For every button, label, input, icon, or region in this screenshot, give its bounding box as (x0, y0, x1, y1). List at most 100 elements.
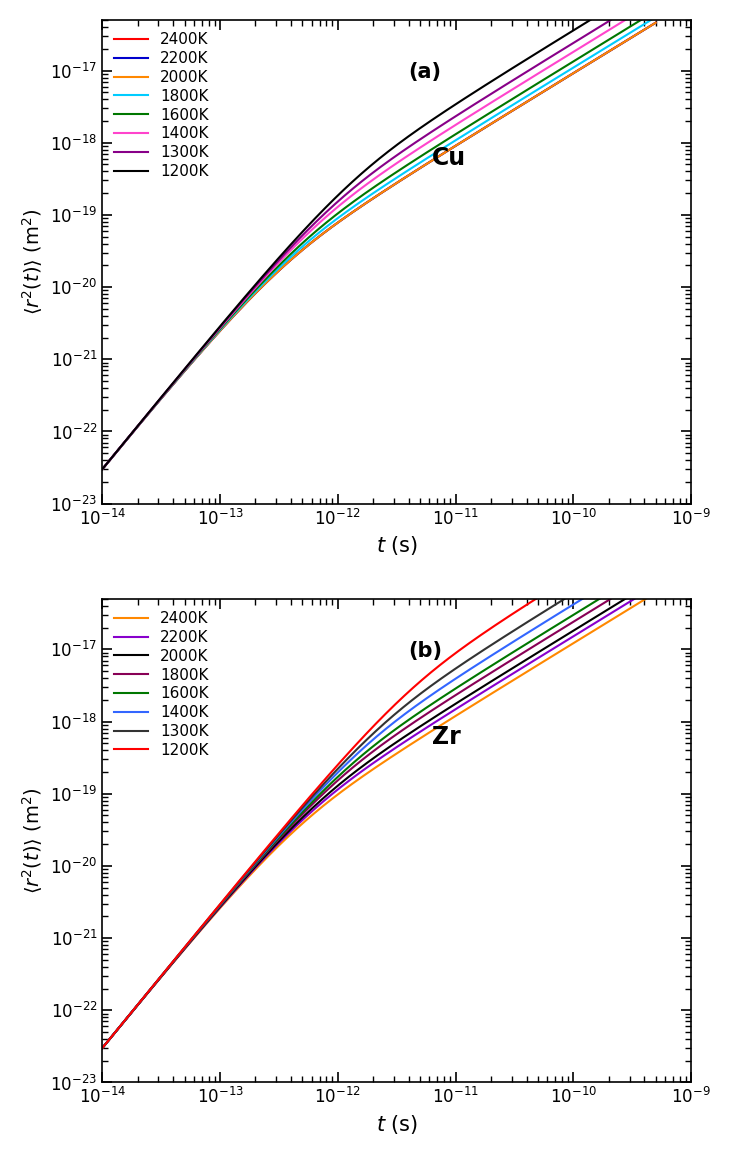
1600K (450, 128, 459, 142)
Line: 1200K: 1200K (102, 0, 656, 469)
1400K (98, 1042, 107, 1055)
1300K (518, 68, 526, 82)
2000K (450, 140, 459, 154)
2200K (98, 462, 107, 476)
1800K (420, 154, 428, 168)
1800K (575, 58, 583, 72)
2200K (433, 150, 442, 164)
1200K (518, 601, 526, 615)
Text: Zr: Zr (432, 725, 461, 749)
2000K (132, 1000, 140, 1014)
1200K (433, 660, 442, 674)
2000K (575, 62, 583, 76)
1400K (433, 683, 442, 697)
1200K (132, 421, 140, 435)
1600K (98, 462, 107, 476)
2200K (433, 713, 442, 727)
1200K (420, 119, 428, 133)
1400K (575, 42, 583, 55)
1800K (518, 646, 526, 660)
2000K (575, 621, 583, 635)
2000K (518, 655, 526, 669)
2400K (575, 62, 583, 76)
1600K (132, 1000, 140, 1014)
2200K (450, 140, 459, 154)
1600K (518, 639, 526, 653)
1400K (132, 1000, 140, 1014)
1200K (575, 20, 583, 34)
Line: 1400K: 1400K (102, 1, 656, 469)
Line: 1600K: 1600K (102, 564, 656, 1048)
2400K (518, 98, 526, 112)
1400K (98, 462, 107, 476)
2000K (420, 717, 428, 731)
2000K (98, 1042, 107, 1055)
1800K (518, 92, 526, 106)
2400K (132, 1000, 140, 1014)
1300K (575, 32, 583, 46)
1800K (420, 709, 428, 722)
1200K (420, 672, 428, 686)
1600K (651, 3, 660, 17)
1200K (450, 646, 459, 660)
2200K (132, 421, 140, 435)
1200K (433, 109, 442, 123)
1400K (420, 139, 428, 153)
1600K (575, 605, 583, 618)
1800K (98, 1042, 107, 1055)
1200K (98, 462, 107, 476)
2400K (450, 710, 459, 724)
Line: 2000K: 2000K (102, 580, 656, 1048)
1300K (450, 662, 459, 676)
1800K (433, 144, 442, 158)
1300K (132, 421, 140, 435)
2200K (98, 1042, 107, 1055)
Text: (a): (a) (409, 62, 442, 82)
2400K (651, 16, 660, 30)
2000K (518, 98, 526, 112)
1600K (518, 86, 526, 99)
2000K (433, 150, 442, 164)
1600K (98, 1042, 107, 1055)
1600K (433, 139, 442, 153)
1600K (420, 148, 428, 162)
2200K (575, 627, 583, 640)
1800K (132, 1000, 140, 1014)
1400K (651, 0, 660, 8)
1400K (518, 629, 526, 643)
2400K (132, 421, 140, 435)
1300K (651, 535, 660, 549)
1300K (433, 674, 442, 688)
1600K (132, 421, 140, 435)
2200K (518, 98, 526, 112)
1800K (433, 699, 442, 713)
2400K (420, 158, 428, 172)
2200K (651, 579, 660, 593)
Line: 1300K: 1300K (102, 0, 656, 469)
2400K (651, 586, 660, 600)
Line: 2200K: 2200K (102, 23, 656, 469)
2400K (98, 1042, 107, 1055)
Line: 1300K: 1300K (102, 542, 656, 1048)
Line: 2200K: 2200K (102, 586, 656, 1048)
1400K (450, 118, 459, 132)
1200K (132, 1000, 140, 1014)
2400K (575, 633, 583, 647)
Legend: 2400K, 2200K, 2000K, 1800K, 1600K, 1400K, 1300K, 1200K: 2400K, 2200K, 2000K, 1800K, 1600K, 1400K… (110, 607, 213, 762)
1300K (518, 618, 526, 632)
2400K (433, 150, 442, 164)
2200K (575, 62, 583, 76)
2000K (132, 421, 140, 435)
2200K (420, 722, 428, 736)
Line: 2400K: 2400K (102, 593, 656, 1048)
2400K (518, 668, 526, 682)
Line: 2400K: 2400K (102, 23, 656, 469)
Text: (b): (b) (409, 640, 442, 661)
1300K (433, 120, 442, 134)
Line: 1800K: 1800K (102, 17, 656, 469)
1800K (450, 134, 459, 148)
2200K (518, 661, 526, 675)
Line: 1600K: 1600K (102, 10, 656, 469)
2200K (450, 703, 459, 717)
Legend: 2400K, 2200K, 2000K, 1800K, 1600K, 1400K, 1300K, 1200K: 2400K, 2200K, 2000K, 1800K, 1600K, 1400K… (110, 28, 213, 184)
